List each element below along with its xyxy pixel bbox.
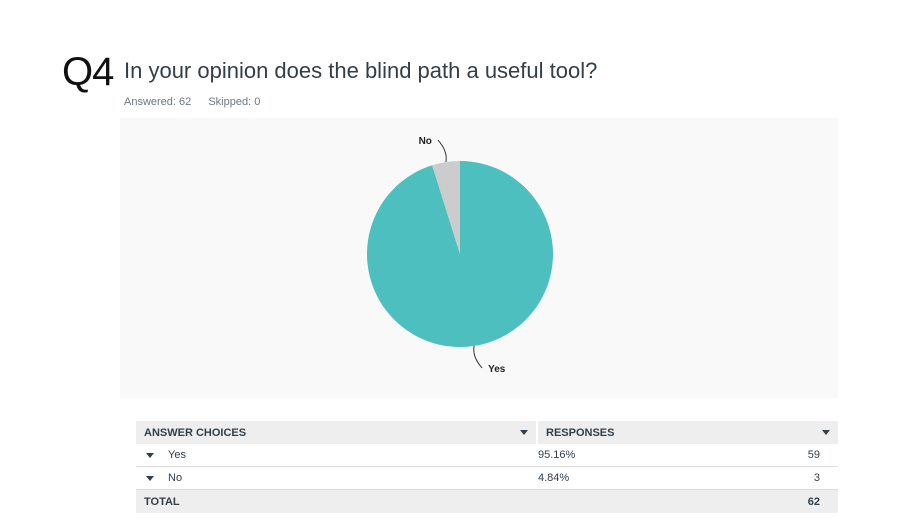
table-total-row: TOTAL 62 — [136, 490, 838, 513]
response-count: 3 — [813, 472, 820, 484]
response-percent: 4.84% — [538, 472, 570, 484]
sort-caret-icon[interactable] — [520, 430, 528, 435]
expand-caret-icon[interactable] — [146, 452, 154, 458]
table-header-row: ANSWER CHOICES RESPONSES — [136, 421, 838, 444]
answered-count: Answered: 62 — [124, 96, 192, 108]
answer-choices-header[interactable]: ANSWER CHOICES — [136, 421, 536, 444]
sort-caret-icon[interactable] — [822, 430, 830, 435]
pie-chart: Yes No — [367, 136, 553, 375]
question-title: In your opinion does the blind path a us… — [124, 58, 598, 83]
question-number: Q4 — [62, 50, 114, 94]
expand-caret-icon[interactable] — [146, 475, 154, 481]
pie-label-no: No — [419, 136, 432, 147]
answer-choice-cell: Yes — [136, 444, 538, 466]
chart-panel: Yes No — [120, 118, 838, 398]
pie-leader-line — [437, 139, 447, 163]
responses-table: ANSWER CHOICES RESPONSES Yes 95.16% 59 N… — [136, 421, 838, 513]
skipped-count: Skipped: 0 — [208, 96, 261, 108]
total-label: TOTAL — [144, 495, 180, 508]
response-percent: 95.16% — [538, 449, 576, 461]
answer-choice-cell: No — [136, 467, 538, 489]
question-stats: Answered: 62 Skipped: 0 — [124, 96, 260, 108]
pie-slice-no[interactable] — [432, 161, 460, 254]
total-count: 62 — [807, 495, 820, 508]
responses-header[interactable]: RESPONSES — [538, 421, 838, 444]
pie-leader-line — [473, 345, 483, 369]
response-count: 59 — [807, 449, 820, 461]
pie-label-yes: Yes — [488, 364, 506, 375]
table-row: Yes 95.16% 59 — [136, 444, 838, 467]
table-row: No 4.84% 3 — [136, 467, 838, 490]
